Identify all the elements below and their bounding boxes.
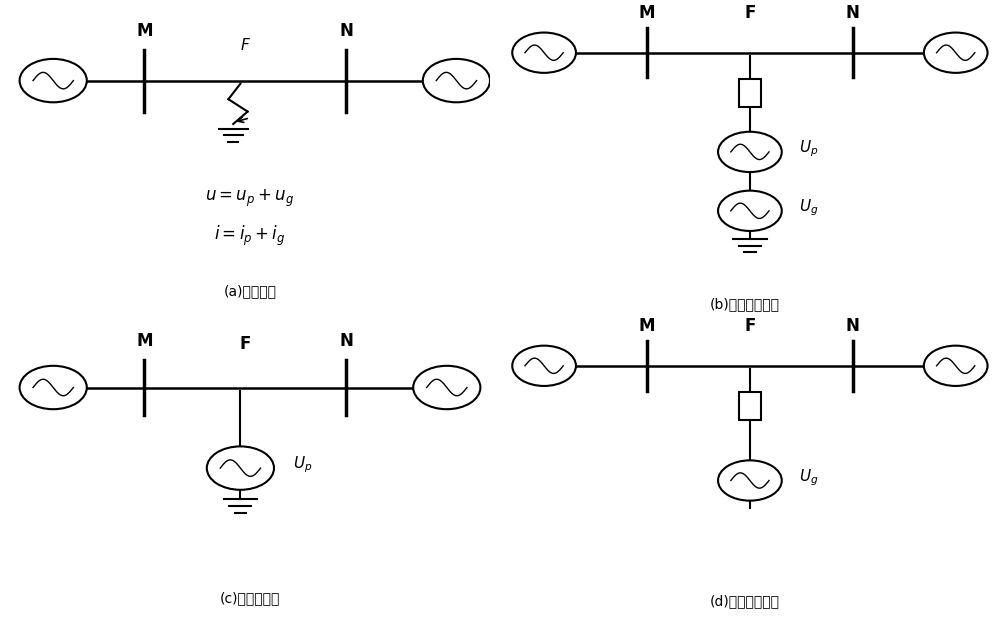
Circle shape (20, 366, 87, 409)
Circle shape (718, 460, 782, 501)
Text: N: N (339, 22, 353, 40)
Bar (739, 392, 761, 420)
Text: $i = i_p + i_g$: $i = i_p + i_g$ (214, 223, 286, 248)
Text: (a)故障状态: (a)故障状态 (224, 285, 276, 298)
Text: M: M (639, 4, 655, 22)
Text: $U_g$: $U_g$ (799, 467, 818, 488)
Circle shape (423, 59, 490, 102)
Circle shape (413, 366, 480, 409)
Text: $U_g$: $U_g$ (799, 197, 818, 218)
Text: $U_p$: $U_p$ (293, 454, 313, 476)
Circle shape (924, 346, 988, 386)
Bar (739, 79, 761, 107)
Text: F: F (240, 335, 251, 353)
Text: F: F (744, 4, 756, 22)
Text: N: N (846, 317, 860, 335)
Text: $U_p$: $U_p$ (799, 138, 818, 159)
Circle shape (512, 33, 576, 73)
Text: N: N (339, 332, 353, 350)
Circle shape (718, 132, 782, 172)
Text: (c)非故障状态: (c)非故障状态 (220, 591, 280, 605)
Text: $F$: $F$ (240, 37, 251, 53)
Circle shape (207, 446, 274, 490)
Text: N: N (846, 4, 860, 22)
Circle shape (20, 59, 87, 102)
Text: M: M (136, 22, 153, 40)
Circle shape (512, 346, 576, 386)
Text: F: F (744, 317, 756, 335)
Text: M: M (639, 317, 655, 335)
Text: (b)故障状态等效: (b)故障状态等效 (710, 297, 780, 311)
Text: $u = u_p + u_g$: $u = u_p + u_g$ (205, 188, 295, 209)
Circle shape (718, 191, 782, 231)
Circle shape (924, 33, 988, 73)
Text: M: M (136, 332, 153, 350)
Text: (d)故障附加状态: (d)故障附加状态 (710, 595, 780, 608)
